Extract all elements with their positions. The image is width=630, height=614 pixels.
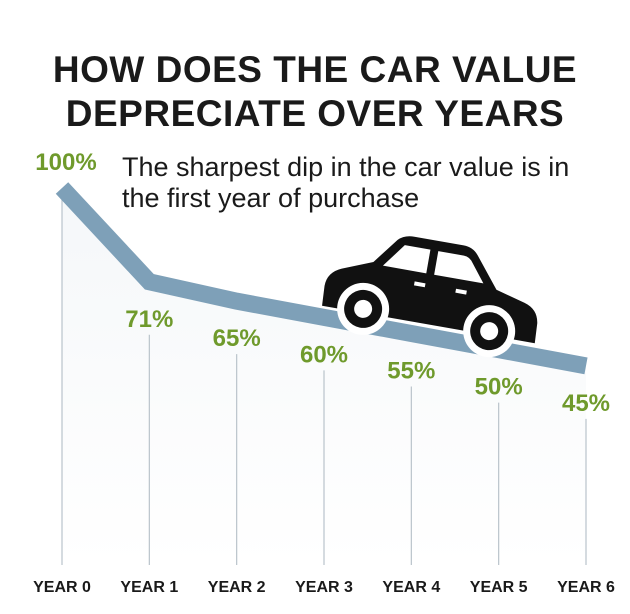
x-tick-label: YEAR 0 [33,579,91,596]
value-label: 55% [387,358,435,385]
value-label: 60% [300,341,348,368]
car-icon [322,236,538,358]
x-tick-label: YEAR 4 [382,579,440,596]
chart-title: HOW DOES THE CAR VALUE DEPRECIATE OVER Y… [52,49,578,134]
value-label: 100% [35,149,96,176]
x-axis-ticks: YEAR 0 YEAR 1 YEAR 2 YEAR 3 YEAR 4 YEAR 5 YEAR… [33,579,615,596]
value-labels: 100% 71% 65% 60% 55% 50% 45% [35,149,610,417]
value-label: 50% [475,374,523,401]
value-label: 71% [125,306,173,333]
x-tick-label: YEAR 1 [120,579,178,596]
x-tick-label: YEAR 3 [295,579,353,596]
value-label: 65% [213,325,261,352]
chart-subtitle: The sharpest dip in the car value is in … [122,152,570,213]
x-tick-label: YEAR 6 [557,579,615,596]
x-tick-label: YEAR 2 [208,579,266,596]
x-tick-label: YEAR 5 [470,579,528,596]
drop-lines [61,192,587,565]
value-label: 45% [562,390,610,417]
